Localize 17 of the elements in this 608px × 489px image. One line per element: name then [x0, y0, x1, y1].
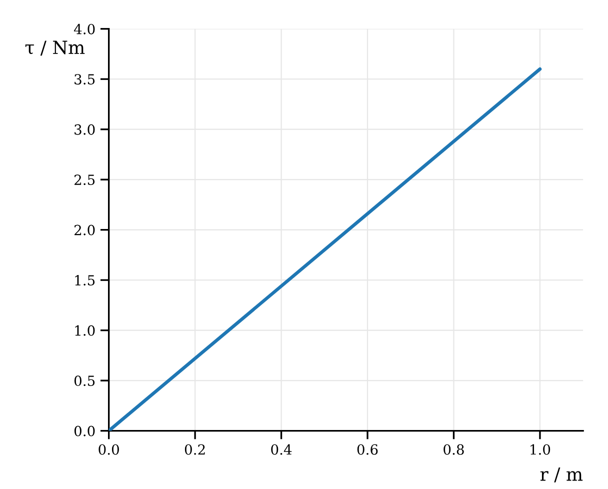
x-axis-title: r / m — [540, 468, 583, 482]
y-tick-label: 2.0 — [74, 224, 95, 236]
x-tick-label: 0.8 — [444, 444, 464, 455]
y-tick-label: 3.5 — [74, 74, 95, 85]
y-tick-label: 1.5 — [75, 275, 95, 286]
x-tick-label: 0.4 — [271, 444, 292, 455]
y-tick-label: 0.0 — [74, 426, 95, 436]
y-tick-label: 3.0 — [74, 124, 95, 135]
y-tick-label: 0.5 — [74, 376, 95, 386]
x-tick-label: 0.0 — [98, 444, 119, 455]
y-tick-label: 2.5 — [74, 174, 95, 186]
y-axis-title: τ / Nm — [25, 40, 85, 56]
x-tick-label: 0.2 — [184, 444, 205, 455]
x-tick-label: 1.0 — [530, 444, 550, 455]
y-tick-label: 4.0 — [74, 24, 95, 34]
y-tick-label: 1.0 — [75, 325, 95, 336]
x-tick-label: 0.6 — [357, 444, 378, 455]
